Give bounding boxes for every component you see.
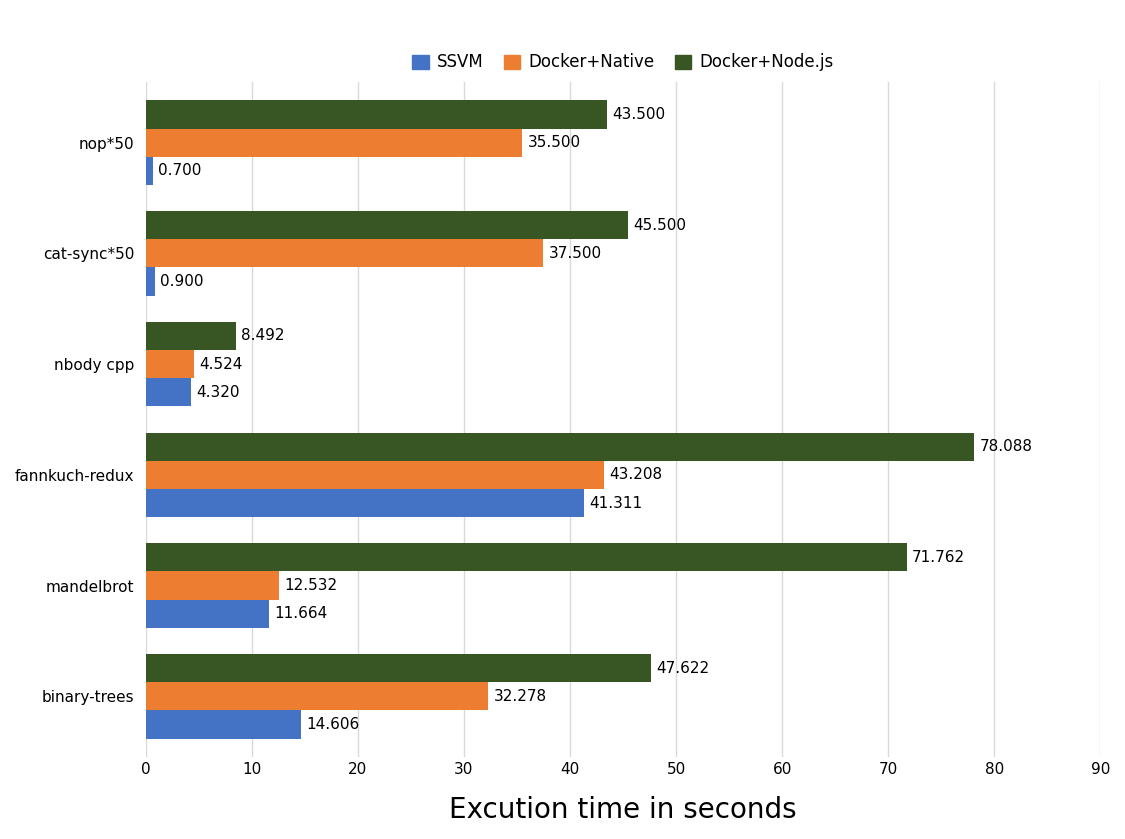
X-axis label: Excution time in seconds: Excution time in seconds <box>449 796 796 824</box>
Text: 35.500: 35.500 <box>528 135 580 150</box>
Bar <box>145 711 300 738</box>
Bar <box>145 461 604 489</box>
Text: 71.762: 71.762 <box>912 550 965 565</box>
Text: 11.664: 11.664 <box>274 607 327 621</box>
Text: 78.088: 78.088 <box>979 439 1033 454</box>
Bar <box>145 378 191 406</box>
Text: 32.278: 32.278 <box>494 689 547 704</box>
Text: 14.606: 14.606 <box>306 717 359 732</box>
Bar <box>145 350 193 378</box>
Legend: SSVM, Docker+Native, Docker+Node.js: SSVM, Docker+Native, Docker+Node.js <box>405 47 840 78</box>
Text: 41.311: 41.311 <box>590 496 642 510</box>
Bar <box>145 157 153 185</box>
Text: 47.622: 47.622 <box>656 660 709 675</box>
Bar <box>145 239 543 268</box>
Bar <box>145 600 269 628</box>
Text: 0.700: 0.700 <box>159 164 201 179</box>
Text: 43.208: 43.208 <box>610 467 663 482</box>
Text: 8.492: 8.492 <box>241 328 285 343</box>
Text: 4.524: 4.524 <box>199 357 242 372</box>
Text: 4.320: 4.320 <box>197 385 241 399</box>
Bar <box>145 489 584 517</box>
Text: 12.532: 12.532 <box>284 578 338 593</box>
Bar <box>145 322 236 350</box>
Bar <box>145 211 628 239</box>
Bar <box>145 571 279 600</box>
Bar <box>145 682 488 711</box>
Text: 45.500: 45.500 <box>633 217 686 232</box>
Bar <box>145 654 650 682</box>
Bar <box>145 101 608 128</box>
Bar <box>145 433 974 461</box>
Text: 0.900: 0.900 <box>161 274 204 289</box>
Text: 43.500: 43.500 <box>612 107 666 122</box>
Bar <box>145 268 155 295</box>
Text: 37.500: 37.500 <box>549 246 602 261</box>
Bar <box>145 544 907 571</box>
Bar <box>145 128 522 157</box>
